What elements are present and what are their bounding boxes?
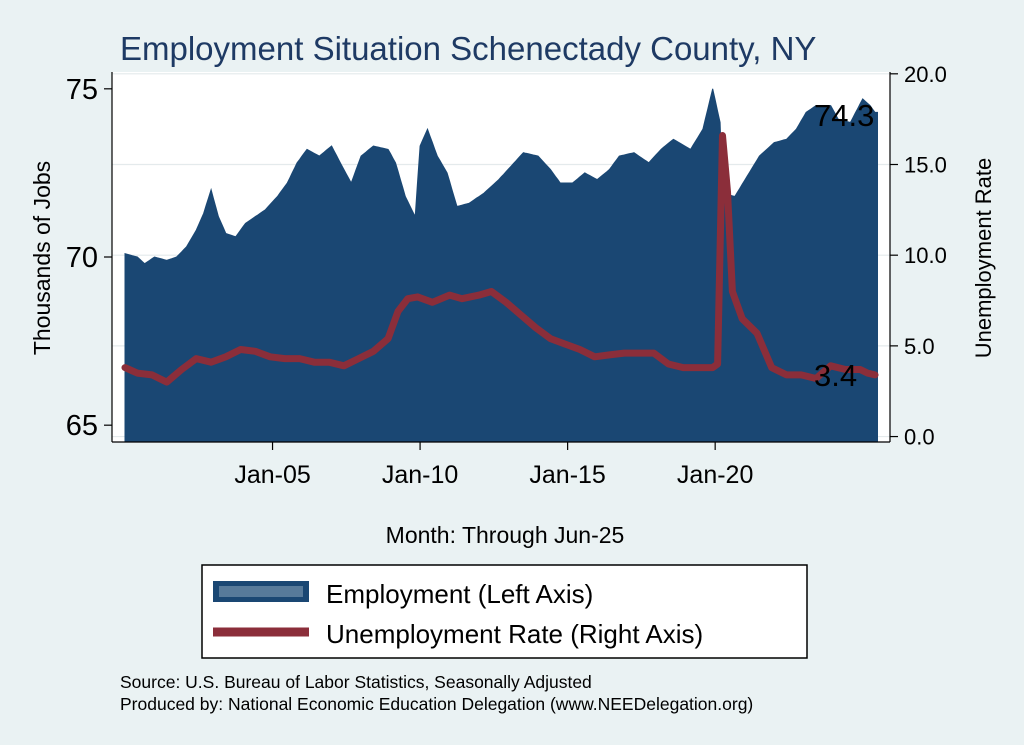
y-right-tick-label-4: 20.0 <box>904 62 947 87</box>
y-left-tick-label-0: 65 <box>66 410 98 442</box>
y-right-tick-label-3: 15.0 <box>904 153 947 178</box>
y-axis-left-label: Thousands of Jobs <box>29 161 55 355</box>
y-left-tick-label-2: 75 <box>66 74 98 106</box>
employment-end-label: 74.3 <box>814 98 874 133</box>
x-tick-label-2: Jan-15 <box>529 461 605 489</box>
legend: Employment (Left Axis) Unemployment Rate… <box>201 564 808 659</box>
x-tick-label-3: Jan-20 <box>677 461 753 489</box>
unemployment-end-label: 3.4 <box>814 358 857 393</box>
axes: 65 70 75 0.0 5.0 10.0 15.0 20.0 Jan-05 Jan-10 Jan-… <box>66 62 947 489</box>
y-right-tick-label-1: 5.0 <box>904 334 935 359</box>
y-left-tick-label-1: 70 <box>66 242 98 274</box>
y-right-tick-label-2: 10.0 <box>904 243 947 268</box>
y-axis-right-label: Unemployment Rate <box>971 158 996 359</box>
chart-title: Employment Situation Schenectady County,… <box>120 30 816 67</box>
unemployment-line <box>121 132 879 386</box>
x-tick-label-1: Jan-10 <box>382 461 458 489</box>
legend-swatch-employment-inner <box>219 586 303 597</box>
legend-box <box>201 564 808 659</box>
legend-label-employment: Employment (Left Axis) <box>326 579 593 609</box>
x-axis-label: Month: Through Jun-25 <box>386 522 625 548</box>
employment-area <box>124 88 878 443</box>
legend-label-unemployment: Unemployment Rate (Right Axis) <box>326 619 703 649</box>
y-right-tick-label-0: 0.0 <box>904 425 935 450</box>
source-line: Source: U.S. Bureau of Labor Statistics,… <box>120 672 592 692</box>
x-tick-label-0: Jan-05 <box>234 461 310 489</box>
producer-line: Produced by: National Economic Education… <box>120 694 753 714</box>
plot-area <box>112 72 890 443</box>
